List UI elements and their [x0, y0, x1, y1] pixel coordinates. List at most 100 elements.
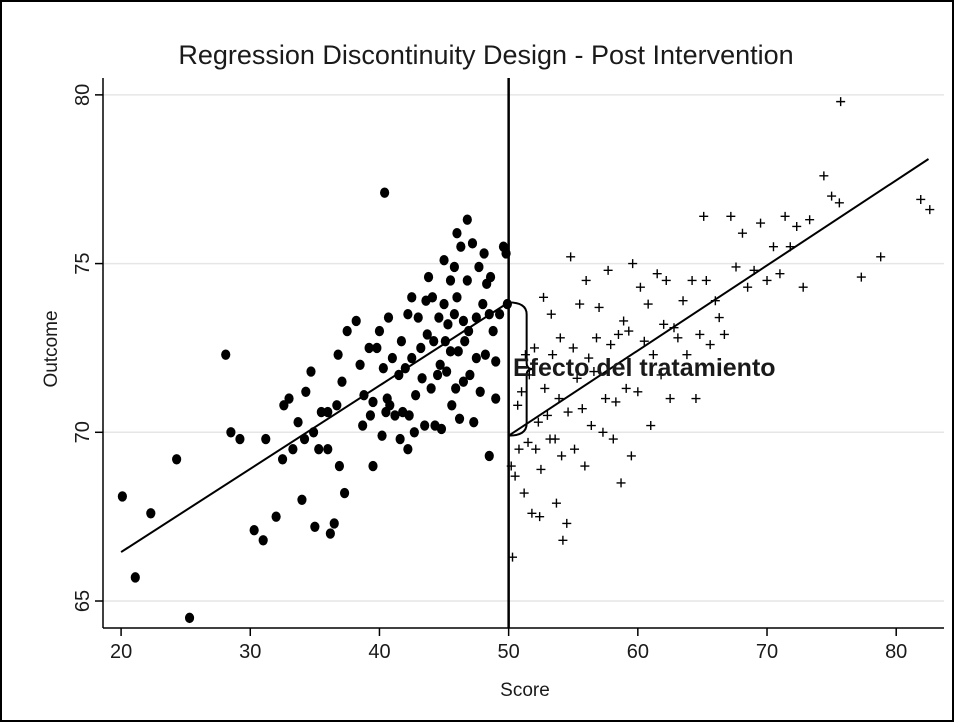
data-point-plus	[856, 272, 866, 282]
data-point-plus	[535, 512, 545, 522]
data-point-plus	[876, 252, 886, 262]
y-tick-label: 65	[72, 590, 94, 612]
data-point-plus	[785, 242, 795, 252]
data-point-circle	[422, 329, 432, 340]
data-point-circle	[435, 359, 445, 371]
data-point-circle	[463, 325, 474, 337]
data-point-plus	[606, 340, 616, 350]
data-point-circle	[368, 396, 378, 408]
data-point-plus	[624, 326, 634, 336]
data-point-plus	[531, 444, 541, 454]
data-point-circle	[439, 298, 449, 310]
data-point-plus	[780, 211, 790, 221]
data-point-circle	[258, 535, 268, 546]
data-point-plus	[568, 343, 578, 353]
data-point-plus	[584, 353, 594, 363]
data-point-circle	[456, 241, 466, 252]
data-point-circle	[452, 292, 462, 303]
data-point-plus	[652, 269, 662, 279]
data-point-circle	[407, 292, 417, 303]
data-point-plus	[540, 383, 550, 393]
data-point-circle	[429, 335, 439, 347]
data-point-plus	[508, 552, 518, 562]
data-point-circle	[403, 308, 413, 320]
data-point-plus	[762, 275, 772, 285]
data-point-circle	[130, 572, 140, 583]
data-point-circle	[306, 366, 316, 377]
x-tick-label: 30	[239, 641, 261, 663]
x-tick-label: 60	[627, 641, 649, 663]
data-point-circle	[380, 187, 390, 198]
data-point-plus	[705, 340, 715, 350]
data-point-plus	[514, 444, 524, 454]
data-point-plus	[536, 464, 546, 474]
data-point-plus	[611, 397, 621, 407]
data-point-plus	[594, 302, 604, 312]
x-tick-label: 80	[885, 641, 907, 663]
data-point-plus	[555, 333, 565, 343]
data-point-circle	[333, 349, 343, 360]
data-point-circle	[454, 413, 465, 424]
data-point-plus	[591, 333, 601, 343]
data-point-circle	[447, 400, 457, 411]
data-point-plus	[659, 319, 669, 329]
data-point-circle	[416, 342, 426, 354]
data-point-plus	[731, 262, 741, 272]
data-point-circle	[449, 261, 459, 273]
data-point-plus	[566, 252, 576, 262]
data-point-plus	[550, 434, 560, 444]
data-point-circle	[396, 335, 407, 347]
data-point-plus	[678, 296, 688, 306]
data-point-circle	[480, 349, 490, 360]
data-point-plus	[628, 259, 638, 269]
x-axis-label: Score	[500, 680, 550, 701]
data-point-circle	[449, 308, 459, 320]
data-point-circle	[297, 494, 307, 505]
data-point-circle	[334, 460, 345, 472]
data-point-plus	[551, 498, 561, 508]
data-point-circle	[423, 271, 434, 283]
x-tick-label: 50	[498, 641, 520, 663]
data-point-plus	[749, 265, 759, 275]
data-point-plus	[533, 417, 543, 427]
data-point-plus	[616, 478, 626, 488]
data-point-circle	[351, 315, 361, 327]
gridlines	[103, 94, 944, 602]
data-point-plus	[621, 383, 631, 393]
data-point-circle	[337, 376, 347, 387]
data-point-circle	[495, 308, 505, 320]
data-point-plus	[608, 434, 618, 444]
data-point-circle	[403, 443, 413, 455]
data-point-circle	[308, 427, 319, 438]
data-point-circle	[310, 521, 320, 532]
data-point-circle	[475, 386, 485, 398]
data-point-circle	[372, 342, 382, 354]
data-point-plus	[527, 508, 537, 518]
data-point-plus	[695, 329, 705, 339]
data-point-circle	[413, 312, 423, 323]
data-point-plus	[562, 518, 572, 528]
data-point-plus	[798, 282, 808, 292]
data-point-circle	[484, 450, 494, 462]
data-point-plus	[557, 451, 567, 461]
data-point-plus	[687, 275, 697, 285]
data-point-plus	[737, 228, 747, 238]
data-point-plus	[836, 97, 846, 107]
chart-title: Regression Discontinuity Design - Post I…	[178, 40, 793, 70]
data-point-circle	[377, 430, 387, 441]
data-point-circle	[364, 342, 374, 354]
data-point-circle	[462, 214, 472, 225]
data-point-circle	[474, 261, 484, 273]
fit-line	[508, 158, 930, 437]
data-point-plus	[916, 194, 926, 204]
data-point-plus	[691, 394, 701, 404]
data-point-circle	[316, 406, 326, 418]
data-point-circle	[488, 325, 498, 337]
data-point-circle	[417, 373, 427, 384]
x-tick-label: 40	[368, 641, 390, 663]
data-point-plus	[673, 333, 683, 343]
fit-line	[120, 301, 510, 553]
data-point-circle	[395, 433, 405, 445]
